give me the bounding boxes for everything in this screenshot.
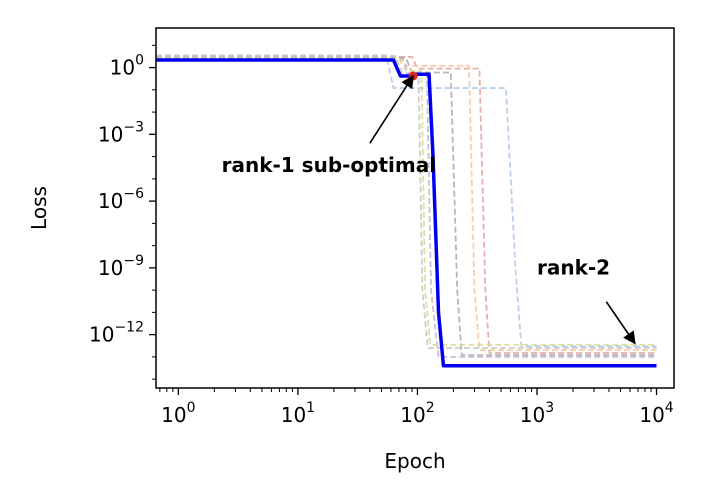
series-line-5 (156, 57, 657, 358)
series-line-7 (156, 55, 657, 349)
y-tick-label: 10−3 (98, 119, 144, 146)
y-tick-label: 10−6 (98, 186, 144, 213)
x-tick-label: 102 (400, 400, 434, 427)
x-tick-label: 103 (520, 400, 554, 427)
annotation-arrow-0 (369, 74, 414, 144)
series-line-main (156, 58, 657, 368)
series-line-1 (156, 54, 657, 348)
x-tick-label: 101 (281, 400, 315, 427)
annotation-label-0: rank-1 sub-optimal (222, 153, 437, 177)
annotation-arrow-1 (605, 301, 636, 345)
plot-frame (155, 27, 675, 389)
x-axis-ticks: 100 101 102 103 104 (159, 388, 674, 427)
y-tick-label: 10−12 (89, 320, 144, 347)
y-axis-ticks: 100 10−3 10−6 10−9 10−12 (89, 44, 156, 380)
annotation-layer: rank-1 sub-optimal rank-2 (222, 74, 636, 345)
x-tick-label: 104 (639, 400, 673, 427)
y-tick-label: 100 (110, 53, 144, 80)
series-line-6 (156, 57, 657, 346)
y-tick-label: 10−9 (98, 253, 144, 280)
series-line-3 (156, 55, 657, 352)
annotation-label-1: rank-2 (537, 256, 610, 280)
series-line-2 (156, 56, 657, 354)
series-layer (156, 54, 657, 368)
series-line-4 (156, 56, 657, 357)
x-tick-label: 100 (161, 400, 195, 427)
y-axis-label: Loss (27, 186, 51, 230)
x-axis-label: Epoch (384, 449, 445, 473)
